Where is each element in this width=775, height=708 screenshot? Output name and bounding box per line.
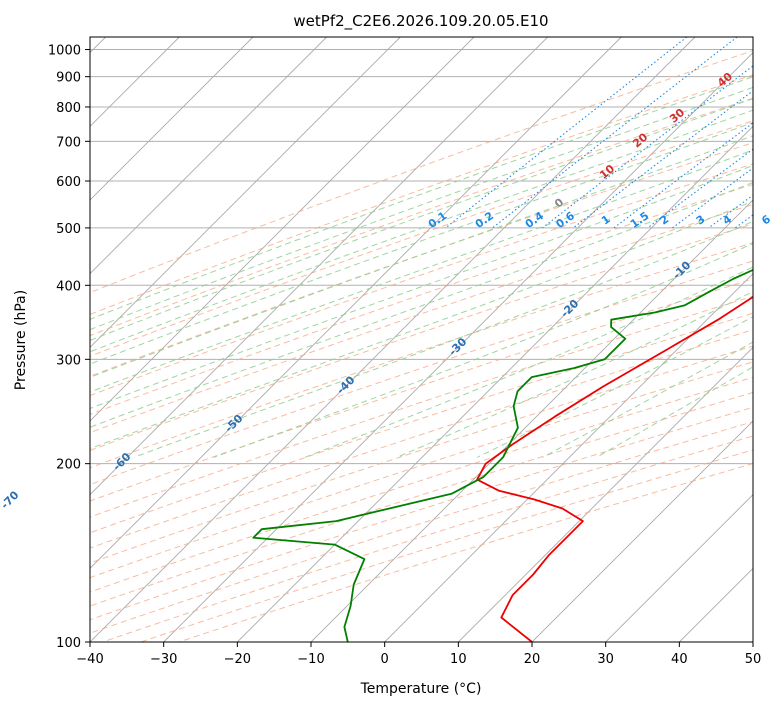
- plot-area: [90, 37, 753, 642]
- mixing-ratio-line: [542, 65, 753, 229]
- y-tick-label: 700: [56, 135, 81, 150]
- dry-adiabat-line: [178, 463, 753, 642]
- dry-adiabat-line: [140, 449, 753, 642]
- isotherm-line: [531, 420, 753, 642]
- y-tick-label: 200: [56, 458, 81, 473]
- isotherm-line: [605, 494, 753, 642]
- isotherm-line: [90, 37, 475, 422]
- moist-adiabat-line: [304, 266, 753, 458]
- moist-adiabat-line: [90, 149, 753, 393]
- isotherm-line: [310, 199, 753, 642]
- moist-adiabat-line: [133, 220, 753, 458]
- isotherm-line: [384, 273, 753, 642]
- dry-adiabat-line: [90, 203, 753, 434]
- moist-adiabat-line: [213, 242, 753, 458]
- y-axis-label: Pressure (hPa): [13, 290, 29, 390]
- x-tick-label: −10: [297, 652, 324, 667]
- chart-title: wetPf2_C2E6.2026.109.20.05.E10: [293, 12, 548, 31]
- dry-adiabat-line: [90, 329, 753, 549]
- mixing-ratio-line: [572, 90, 753, 229]
- x-tick-label: 40: [671, 652, 688, 667]
- isotherm-line: [90, 37, 401, 348]
- x-tick-label: 30: [597, 652, 614, 667]
- moist-adiabat-line: [90, 135, 753, 378]
- y-tick-label: 900: [56, 71, 81, 86]
- y-tick-label: 300: [56, 353, 81, 368]
- x-tick-label: −20: [224, 652, 251, 667]
- y-tick-label: 600: [56, 175, 81, 190]
- moist-adiabat-line: [90, 200, 753, 450]
- y-tick-label: 1000: [48, 44, 81, 59]
- isotherm-line: [90, 37, 254, 201]
- moist-adiabat-line: [90, 181, 753, 428]
- isotherm-line: [90, 37, 622, 569]
- dry-adiabat-line: [90, 163, 753, 397]
- isotherm-line: [458, 346, 753, 642]
- mixing-ratio-line: [492, 37, 738, 229]
- moist-adiabat-line: [90, 98, 753, 341]
- x-tick-label: 20: [524, 652, 541, 667]
- y-tick-label: 500: [56, 222, 81, 237]
- dewpoint-trace: [252, 268, 753, 642]
- isotherm-line: [237, 125, 753, 642]
- y-tick-label: 400: [56, 279, 81, 294]
- dry-adiabat-line: [90, 142, 753, 377]
- temperature-trace: [476, 295, 753, 642]
- dry-adiabat-line: [90, 97, 753, 337]
- dry-adiabat-line: [90, 223, 753, 451]
- y-tick-label: 800: [56, 101, 81, 116]
- x-tick-label: 50: [745, 652, 762, 667]
- isotherm-line: [90, 37, 327, 275]
- x-tick-label: 10: [450, 652, 467, 667]
- isotherm-line: [90, 37, 548, 496]
- x-tick-label: −30: [150, 652, 177, 667]
- dry-adiabat-line: [90, 361, 753, 579]
- dry-adiabat-line: [90, 376, 753, 593]
- dry-adiabat-line: [90, 345, 753, 564]
- moist-adiabat-line: [90, 122, 753, 365]
- y-tick-label: 100: [56, 636, 81, 651]
- dry-adiabat-line: [90, 183, 753, 415]
- isotherm-line: [163, 52, 753, 642]
- x-tick-label: −40: [76, 652, 103, 667]
- mixing-ratio-line: [672, 167, 753, 229]
- dry-adiabat-line: [90, 120, 753, 357]
- isotherm-line: [90, 37, 696, 642]
- plot-frame: [89, 36, 754, 643]
- x-tick-label: 0: [381, 652, 389, 667]
- x-axis-label: Temperature (°C): [360, 681, 482, 697]
